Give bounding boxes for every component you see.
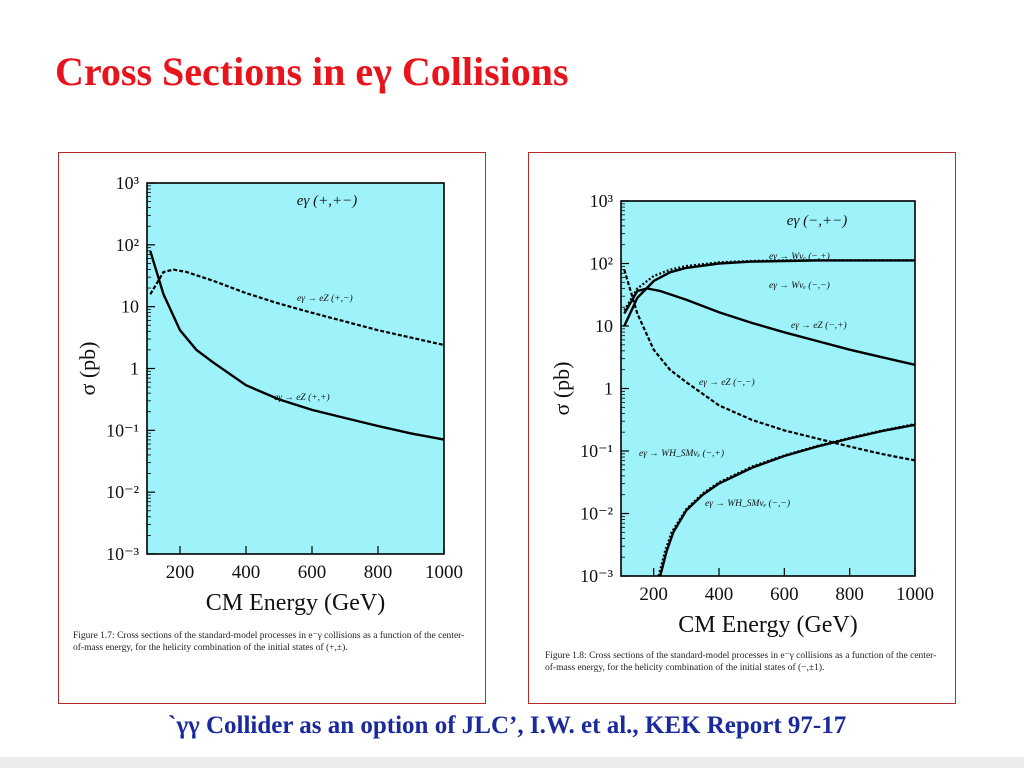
footer-citation: `γγ Collider as an option of JLC’, I.W. … [168, 712, 847, 739]
figure-caption: Figure 1.7: Cross sections of the standa… [73, 631, 465, 653]
x-tick-label: 1000 [896, 584, 934, 605]
y-tick-label: 10 [595, 316, 613, 336]
slide-title: Cross Sections in eγ Collisions [55, 49, 569, 94]
figure-panel-left: 10⁻³ 10⁻² 10⁻¹ 1 10 10² 10³ 200 400 600 800 1000 CM … [58, 152, 486, 704]
series-label: eγ → eZ (−,+) [791, 320, 847, 331]
series-line [149, 268, 445, 347]
x-tick-label: 200 [639, 584, 668, 605]
series-line [623, 259, 915, 311]
y-axis-label: σ (pb) [75, 341, 100, 395]
plot-area [146, 182, 445, 555]
x-axis-label: CM Energy (GeV) [678, 612, 858, 638]
series-label: eγ → WH_SMνₑ (−,−) [705, 498, 790, 509]
y-tick-label: 10⁻³ [106, 544, 140, 564]
x-tick-label: 800 [364, 562, 393, 583]
y-tick-label: 10³ [116, 173, 140, 193]
figure-caption: Figure 1.8: Cross sections of the standa… [545, 651, 937, 673]
y-tick-label: 10⁻³ [580, 566, 614, 586]
x-tick-label: 400 [705, 584, 734, 605]
x-tick-label: 600 [298, 562, 327, 583]
cross-section-chart-right: 10⁻³ 10⁻² 10⁻¹ 1 10 10² 10³ 200 400 600 800 1000 CM … [549, 191, 934, 638]
y-tick-label: 10⁻² [106, 482, 139, 502]
y-tick-label: 10⁻¹ [106, 420, 139, 440]
cross-section-chart-left: 10⁻³ 10⁻² 10⁻¹ 1 10 10² 10³ 200 400 600 800 1000 CM … [75, 173, 463, 616]
series-line [623, 269, 916, 462]
series-label: eγ → WH_SMνₑ (−,+) [639, 448, 724, 459]
x-tick-label: 1000 [425, 562, 463, 583]
series-label: eγ → eZ (+,+) [274, 392, 330, 403]
y-tick-label: 10² [116, 235, 139, 255]
y-tick-label: 10² [590, 254, 613, 274]
series-line [623, 287, 916, 366]
x-tick-label: 200 [166, 562, 195, 583]
series-line [657, 423, 916, 577]
series-label: eγ → eZ (−,−) [699, 377, 755, 388]
series-line [149, 250, 445, 441]
y-tick-label: 10⁻² [580, 504, 613, 524]
x-axis-label: CM Energy (GeV) [206, 590, 386, 616]
chart-header-label: eγ (+,+−) [297, 193, 357, 209]
figure-panel-right: 10⁻³ 10⁻² 10⁻¹ 1 10 10² 10³ 200 400 600 800 1000 CM … [528, 152, 956, 704]
y-tick-label: 10⁻¹ [580, 441, 613, 461]
y-tick-label: 10 [121, 297, 139, 317]
chart-header-label: eγ (−,+−) [787, 213, 847, 229]
series-line [659, 423, 916, 577]
y-axis-label: σ (pb) [549, 361, 574, 415]
series-label: eγ → Wνₑ (−,−) [769, 280, 830, 291]
y-tick-label: 1 [604, 379, 613, 399]
series-label: eγ → Wνₑ (−,+) [769, 251, 830, 262]
plot-area [620, 200, 916, 577]
x-tick-label: 600 [770, 584, 799, 605]
y-tick-label: 1 [130, 359, 139, 379]
y-tick-label: 10³ [590, 191, 614, 211]
x-tick-label: 800 [835, 584, 864, 605]
series-label: eγ → eZ (+,−) [297, 293, 353, 304]
footer-rule [0, 757, 1024, 768]
x-tick-label: 400 [232, 562, 261, 583]
